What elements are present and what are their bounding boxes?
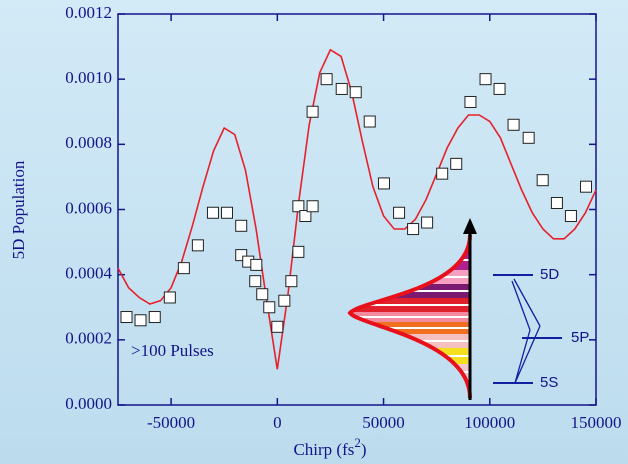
level-label: 5D <box>540 266 559 283</box>
data-point <box>135 315 146 326</box>
data-point <box>551 197 562 208</box>
data-point <box>364 116 375 127</box>
data-point <box>336 83 347 94</box>
level-label: 5S <box>540 374 558 391</box>
y-tick-label: 0.0010 <box>65 68 112 87</box>
x-tick-label: 0 <box>273 413 282 432</box>
x-title-part: Chirp (fs <box>293 440 354 459</box>
x-tick-label: 150000 <box>571 413 622 432</box>
data-point <box>307 201 318 212</box>
data-point <box>272 321 283 332</box>
data-point <box>236 220 247 231</box>
data-point <box>207 207 218 218</box>
chart: 5D 5P 5S >100 Pulses 5D Population Chirp… <box>0 0 628 464</box>
data-point <box>508 119 519 130</box>
data-point <box>480 74 491 85</box>
data-point <box>286 276 297 287</box>
x-tick-label: -50000 <box>147 413 195 432</box>
data-point <box>192 240 203 251</box>
data-point <box>257 289 268 300</box>
data-point <box>422 217 433 228</box>
data-point <box>350 87 361 98</box>
data-point <box>307 106 318 117</box>
data-point <box>279 295 290 306</box>
data-point <box>523 132 534 143</box>
y-tick-label: 0.0006 <box>65 198 112 217</box>
data-point <box>565 211 576 222</box>
data-point <box>437 168 448 179</box>
data-point <box>451 158 462 169</box>
level-label: 5P <box>571 329 589 346</box>
data-point <box>164 292 175 303</box>
data-point <box>149 312 160 323</box>
data-point <box>378 178 389 189</box>
x-tick-label: 50000 <box>362 413 405 432</box>
data-point <box>178 263 189 274</box>
data-point <box>408 224 419 235</box>
data-point <box>537 175 548 186</box>
x-tick-label: 100000 <box>464 413 515 432</box>
data-point <box>250 276 261 287</box>
page: {"chart_data": {"type": "scatter", "xlab… <box>0 0 628 464</box>
x-title-part: ) <box>361 440 367 459</box>
data-point <box>394 207 405 218</box>
data-point <box>221 207 232 218</box>
y-tick-label: 0.0002 <box>65 329 112 348</box>
y-tick-label: 0.0000 <box>65 394 112 413</box>
data-point <box>121 312 132 323</box>
data-point <box>581 181 592 192</box>
data-point <box>321 74 332 85</box>
data-point <box>494 83 505 94</box>
data-point <box>251 259 262 270</box>
annotation: >100 Pulses <box>131 341 214 360</box>
data-point <box>264 302 275 313</box>
data-point <box>293 246 304 257</box>
y-tick-label: 0.0008 <box>65 133 112 152</box>
y-tick-label: 0.0004 <box>65 264 112 283</box>
data-point <box>465 96 476 107</box>
y-axis-title: 5D Population <box>9 160 28 259</box>
y-tick-label: 0.0012 <box>65 3 112 22</box>
